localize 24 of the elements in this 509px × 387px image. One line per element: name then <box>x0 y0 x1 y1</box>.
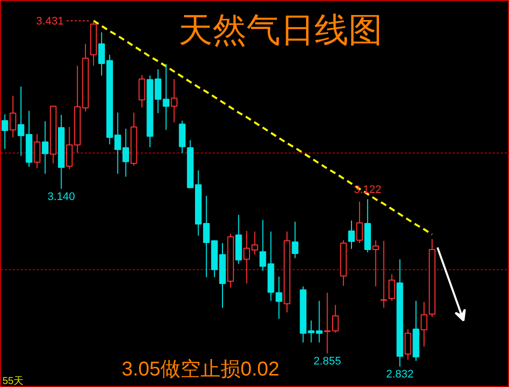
candlestick <box>420 302 428 347</box>
candlestick <box>276 276 282 320</box>
candlestick <box>170 78 178 123</box>
candlestick <box>10 95 16 138</box>
annotation: 3.05做空止损0.02 <box>122 358 280 380</box>
annotation: 2.832 <box>386 368 414 381</box>
annotation: 3.140 <box>48 190 76 203</box>
candlestick <box>348 220 355 250</box>
annotation: 2.855 <box>314 355 342 368</box>
annotation: 3.122 <box>354 184 382 196</box>
candlestick <box>178 120 186 154</box>
candlestick <box>138 74 146 108</box>
candlestick <box>404 328 412 360</box>
chart-title: 天然气日线图 <box>178 12 382 50</box>
candlestick <box>42 120 48 174</box>
candlestick <box>356 201 363 244</box>
candlestick <box>292 221 298 259</box>
annotation: 3.431 <box>36 16 64 28</box>
annotation: 55天 <box>2 376 24 387</box>
candlestick <box>2 114 8 150</box>
candlestick <box>372 240 379 287</box>
candlestick <box>388 274 396 302</box>
candlestick <box>34 133 40 169</box>
candlestick <box>380 240 388 308</box>
